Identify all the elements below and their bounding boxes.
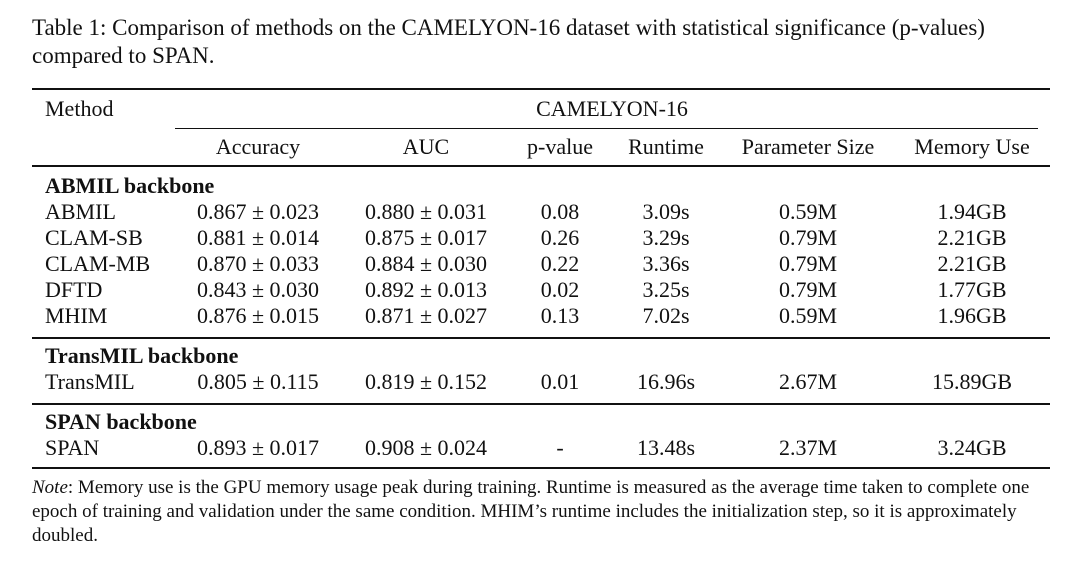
accuracy-cell: 0.876 ± 0.015 <box>196 303 320 328</box>
section-title: TransMIL backbone <box>45 343 239 368</box>
auc-cell: 0.871 ± 0.027 <box>364 303 488 328</box>
top-rule <box>32 88 1050 90</box>
memory-use-cell: 15.89GB <box>931 369 1013 394</box>
runtime-cell: 3.09s <box>642 199 690 224</box>
note-text: : Memory use is the GPU memory usage pea… <box>32 477 1030 546</box>
parameter-size-cell: 2.37M <box>778 435 838 460</box>
bottom-rule <box>32 467 1050 469</box>
header-group-rule <box>175 128 1038 129</box>
runtime-cell: 3.29s <box>642 225 690 250</box>
parameter-size-cell: 2.67M <box>778 369 838 394</box>
method-cell: CLAM-MB <box>45 251 151 276</box>
auc-cell: 0.908 ± 0.024 <box>364 435 488 460</box>
auc-cell: 0.819 ± 0.152 <box>364 369 488 394</box>
memory-use-cell: 3.24GB <box>937 435 1007 460</box>
runtime-cell: 7.02s <box>642 303 690 328</box>
header-accuracy: Accuracy <box>215 134 301 159</box>
memory-use-cell: 1.96GB <box>937 303 1007 328</box>
accuracy-cell: 0.870 ± 0.033 <box>196 251 320 276</box>
header-method: Method <box>45 96 114 121</box>
p-value-cell: 0.26 <box>540 225 580 250</box>
parameter-size-cell: 0.79M <box>778 225 838 250</box>
section-rule <box>32 403 1050 405</box>
header-auc: AUC <box>402 134 450 159</box>
accuracy-cell: 0.881 ± 0.014 <box>196 225 320 250</box>
parameter-size-cell: 0.59M <box>778 199 838 224</box>
header-dataset-group: CAMELYON-16 <box>536 96 688 121</box>
memory-use-cell: 1.94GB <box>937 199 1007 224</box>
section-title: ABMIL backbone <box>45 173 215 198</box>
auc-cell: 0.892 ± 0.013 <box>364 277 488 302</box>
p-value-cell: 0.13 <box>540 303 580 328</box>
table-caption: Table 1: Comparison of methods on the CA… <box>32 15 985 68</box>
p-value-cell: 0.08 <box>540 199 580 224</box>
runtime-cell: 3.25s <box>642 277 690 302</box>
runtime-cell: 13.48s <box>636 435 696 460</box>
header-runtime: Runtime <box>628 134 704 159</box>
method-cell: TransMIL <box>45 369 135 394</box>
memory-use-cell: 1.77GB <box>937 277 1007 302</box>
auc-cell: 0.875 ± 0.017 <box>364 225 488 250</box>
runtime-cell: 3.36s <box>642 251 690 276</box>
method-cell: SPAN <box>45 435 100 460</box>
method-cell: MHIM <box>45 303 108 328</box>
p-value-cell: - <box>556 435 564 460</box>
table-note: Note: Memory use is the GPU memory usage… <box>32 476 1050 548</box>
method-cell: DFTD <box>45 277 103 302</box>
section-title: SPAN backbone <box>45 409 197 434</box>
section-rule <box>32 337 1050 339</box>
runtime-cell: 16.96s <box>636 369 696 394</box>
p-value-cell: 0.01 <box>540 369 580 394</box>
p-value-cell: 0.22 <box>540 251 580 276</box>
accuracy-cell: 0.867 ± 0.023 <box>196 199 320 224</box>
header-memory-use: Memory Use <box>914 134 1030 159</box>
auc-cell: 0.880 ± 0.031 <box>364 199 488 224</box>
auc-cell: 0.884 ± 0.030 <box>364 251 488 276</box>
parameter-size-cell: 0.59M <box>778 303 838 328</box>
accuracy-cell: 0.805 ± 0.115 <box>197 369 319 394</box>
parameter-size-cell: 0.79M <box>778 251 838 276</box>
p-value-cell: 0.02 <box>540 277 580 302</box>
header-rule <box>32 165 1050 167</box>
header-p-value: p-value <box>527 134 593 159</box>
memory-use-cell: 2.21GB <box>937 225 1007 250</box>
parameter-size-cell: 0.79M <box>778 277 838 302</box>
accuracy-cell: 0.893 ± 0.017 <box>196 435 320 460</box>
accuracy-cell: 0.843 ± 0.030 <box>196 277 320 302</box>
method-cell: ABMIL <box>45 199 116 224</box>
note-label: Note <box>32 477 68 498</box>
method-cell: CLAM-SB <box>45 225 143 250</box>
memory-use-cell: 2.21GB <box>937 251 1007 276</box>
header-parameter-size: Parameter Size <box>741 134 875 159</box>
